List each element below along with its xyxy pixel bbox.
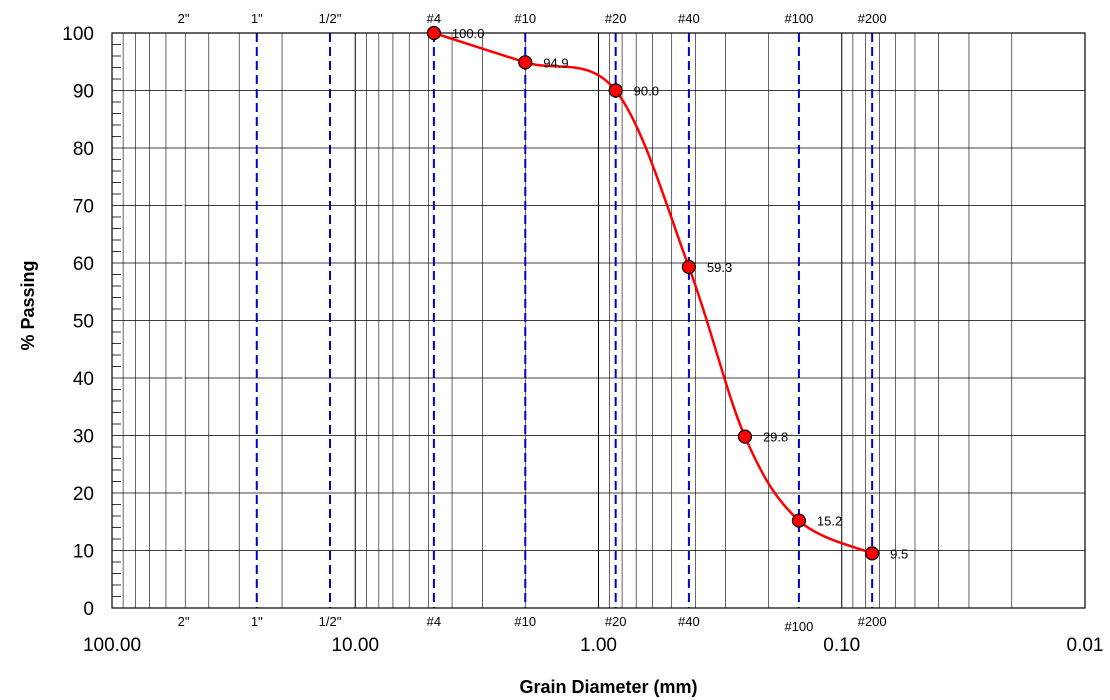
y-tick-label: 40 xyxy=(73,369,94,390)
data-point xyxy=(865,546,880,561)
sieve-label-bottom: 1" xyxy=(251,614,263,629)
data-point xyxy=(737,429,753,444)
sieve-label-top: #100 xyxy=(784,11,813,26)
sieve-label-top: 1/2" xyxy=(319,11,342,26)
sieve-label-top: #200 xyxy=(858,11,887,26)
grid-layer xyxy=(112,32,1085,609)
sieve-label-bottom: #20 xyxy=(605,614,627,629)
x-axis-title: Grain Diameter (mm) xyxy=(519,677,697,697)
data-point xyxy=(426,25,441,41)
data-point xyxy=(681,259,696,275)
y-tick-label: 100 xyxy=(62,24,94,45)
data-label: 29.8 xyxy=(763,430,788,445)
x-tick-label: 1.00 xyxy=(580,635,617,656)
y-tick-label: 10 xyxy=(73,542,94,563)
data-label: 90.0 xyxy=(634,84,659,99)
data-point xyxy=(518,55,533,70)
data-label: 15.2 xyxy=(817,514,842,529)
gradation-curve xyxy=(433,31,873,555)
data-label: 59.3 xyxy=(707,260,732,275)
sieve-lines: 2" 2" 1" 1" 1/2" 1/2" #4 #4 #10 #10 #20 #20 #40 #40 #1… xyxy=(178,11,887,634)
y-tick-label: 30 xyxy=(73,427,94,448)
sieve-label-top: #4 xyxy=(427,11,441,26)
data-label: 100.0 xyxy=(452,26,485,41)
sieve-label-bottom: #200 xyxy=(858,614,887,629)
y-tick-label: 60 xyxy=(73,254,94,275)
sieve-label-bottom: #100 xyxy=(784,619,813,634)
y-axis-title: % Passing xyxy=(18,260,38,350)
data-point xyxy=(608,83,623,98)
x-tick-label: 100.00 xyxy=(83,635,141,656)
y-tick-label: 70 xyxy=(73,197,94,218)
sieve-label-top: 1" xyxy=(251,11,263,26)
data-point xyxy=(791,513,807,528)
data-label: 9.5 xyxy=(890,546,908,561)
y-tick-label: 20 xyxy=(73,484,94,505)
x-tick-label: 0.01 xyxy=(1067,635,1104,656)
y-tick-label: 80 xyxy=(73,139,94,160)
sieve-label-bottom: #40 xyxy=(678,614,700,629)
y-tick-label: 50 xyxy=(73,312,94,333)
sieve-label-top: 2" xyxy=(178,11,190,26)
y-tick-label: 0 xyxy=(83,599,94,620)
plot-frame xyxy=(111,32,1086,609)
data-label: 94.9 xyxy=(543,55,568,70)
x-tick-label: 10.00 xyxy=(331,635,379,656)
sieve-label-bottom: 1/2" xyxy=(319,614,342,629)
sieve-label-bottom: #4 xyxy=(427,614,441,629)
data-series: 100.0 94.9 90.0 59.3 29.8 15.2 9.5 xyxy=(426,25,908,561)
sieve-label-top: #20 xyxy=(605,11,627,26)
sieve-label-top: #40 xyxy=(678,11,700,26)
tick-labels: 0 10 20 30 40 50 60 70 80 90 100 100.00 10.00 1.00 0.1… xyxy=(62,24,1103,656)
sieve-label-top: #10 xyxy=(514,11,536,26)
x-tick-label: 0.10 xyxy=(823,635,860,656)
sieve-label-bottom: 2" xyxy=(178,614,190,629)
y-tick-label: 90 xyxy=(73,82,94,103)
sieve-label-bottom: #10 xyxy=(514,614,536,629)
